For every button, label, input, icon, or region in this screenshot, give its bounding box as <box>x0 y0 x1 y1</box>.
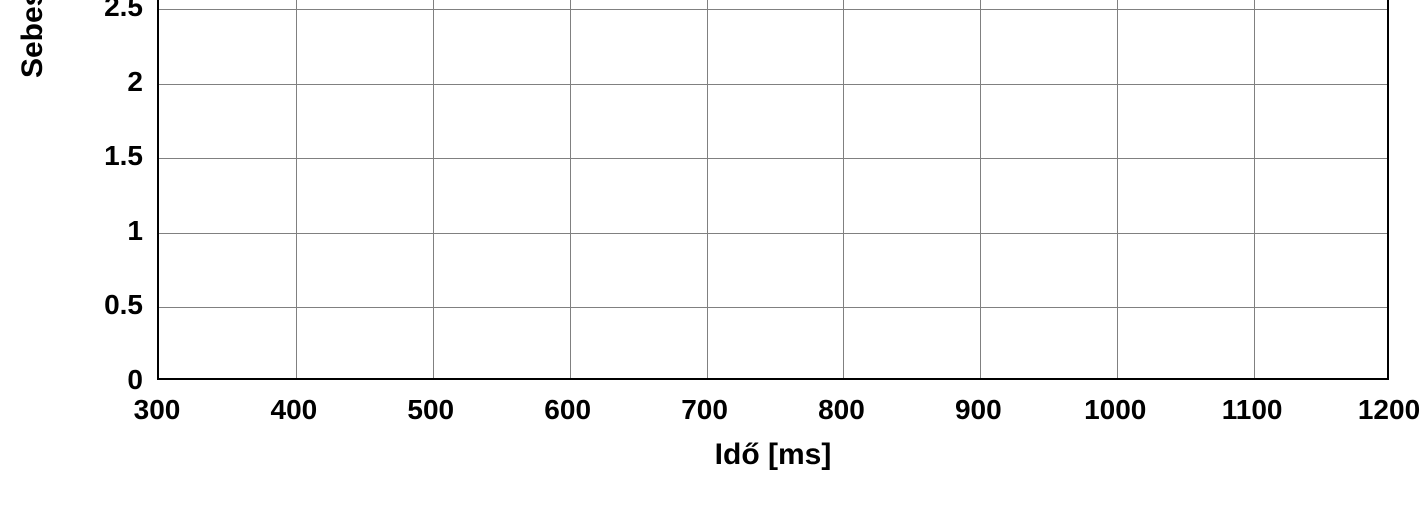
plot-area <box>157 0 1389 380</box>
gridline-horizontal <box>159 158 1387 159</box>
x-axis-label: Idő [ms] <box>715 438 832 472</box>
gridline-vertical <box>570 0 571 378</box>
x-tick-label: 300 <box>134 394 181 426</box>
x-tick-label: 500 <box>407 394 454 426</box>
y-axis-label: Sebesség <box>16 0 50 78</box>
y-tick-label: 2 <box>127 66 143 98</box>
y-tick-label: 1.5 <box>104 140 143 172</box>
x-tick-label: 800 <box>818 394 865 426</box>
x-tick-label: 400 <box>271 394 318 426</box>
gridline-vertical <box>296 0 297 378</box>
x-tick-label: 1200 <box>1358 394 1420 426</box>
gridline-vertical <box>843 0 844 378</box>
y-tick-label: 1 <box>127 215 143 247</box>
x-tick-label: 700 <box>681 394 728 426</box>
gridline-vertical <box>1254 0 1255 378</box>
chart-container: Idő [ms] Sebesség 300 400 500 600 700 800 900 1… <box>0 0 1422 515</box>
x-tick-label: 900 <box>955 394 1002 426</box>
y-tick-label: 0.5 <box>104 289 143 321</box>
y-tick-label: 2.5 <box>104 0 143 23</box>
gridline-vertical <box>433 0 434 378</box>
x-tick-label: 1100 <box>1222 394 1283 426</box>
gridline-horizontal <box>159 9 1387 10</box>
gridline-horizontal <box>159 233 1387 234</box>
gridline-vertical <box>1117 0 1118 378</box>
gridline-horizontal <box>159 307 1387 308</box>
gridline-vertical <box>980 0 981 378</box>
gridline-vertical <box>707 0 708 378</box>
x-tick-label: 1000 <box>1084 394 1146 426</box>
y-tick-label: 0 <box>127 364 143 396</box>
gridline-horizontal <box>159 84 1387 85</box>
x-tick-label: 600 <box>544 394 591 426</box>
